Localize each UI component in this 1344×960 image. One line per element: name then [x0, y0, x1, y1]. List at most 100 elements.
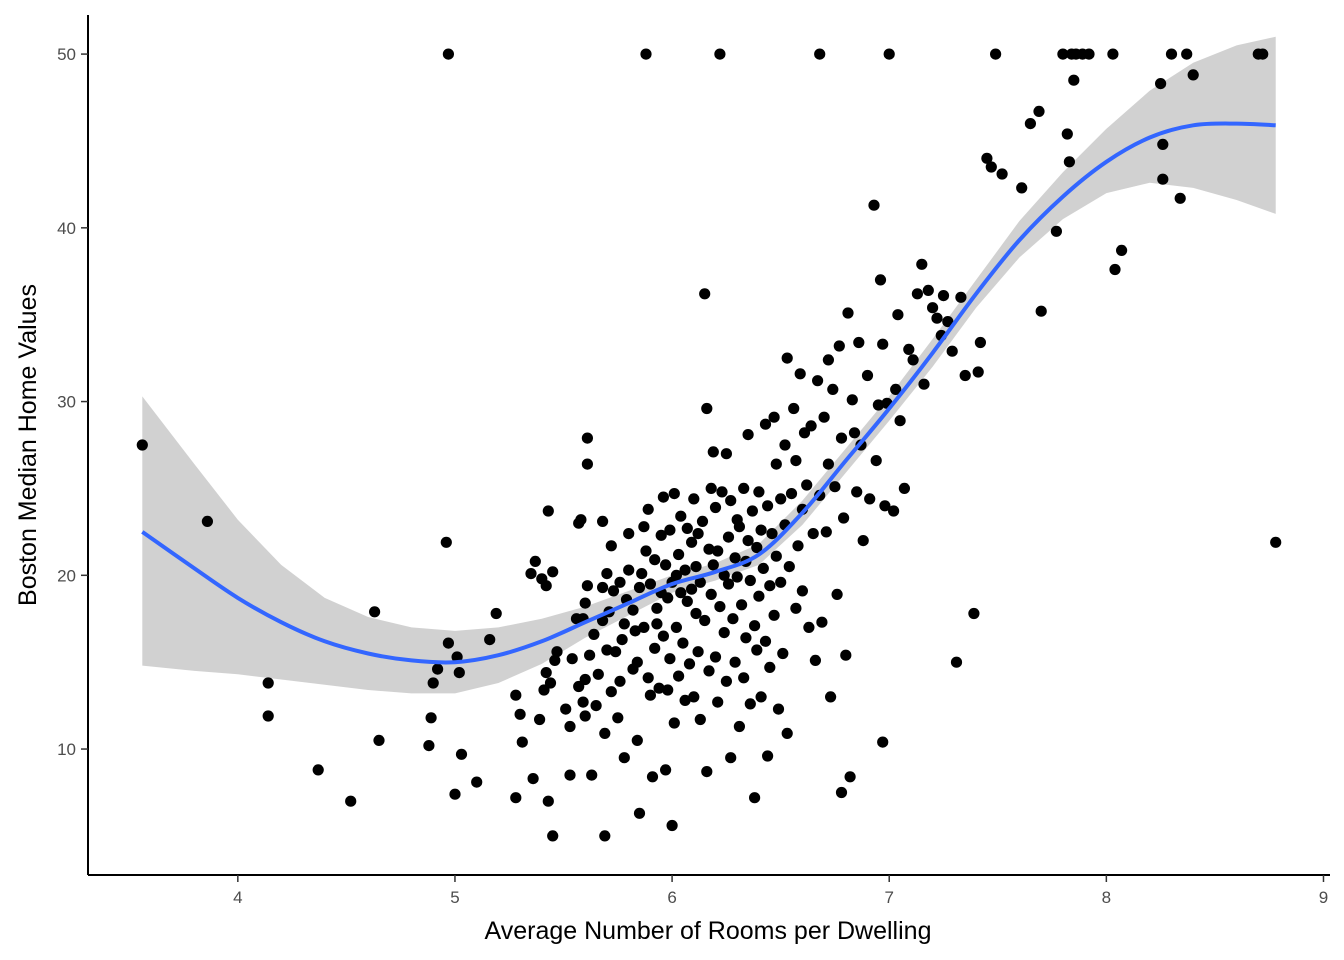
data-point-182: [744, 574, 756, 587]
data-point-167: [727, 613, 739, 625]
data-point-75: [614, 675, 626, 687]
confidence-ribbon-layer: [142, 36, 1276, 694]
data-point-294: [1050, 225, 1062, 237]
data-point-144: [701, 402, 713, 415]
data-point-70: [605, 540, 617, 552]
data-point-260: [879, 500, 891, 512]
data-point-308: [1157, 173, 1169, 185]
data-point-128: [681, 595, 693, 608]
data-point-244: [842, 307, 854, 319]
data-point-213: [785, 488, 798, 500]
data-point-275: [931, 312, 943, 324]
data-point-65: [599, 830, 611, 842]
data-point-123: [675, 587, 687, 599]
data-point-11: [432, 663, 444, 675]
data-point-195: [762, 750, 774, 762]
data-point-180: [742, 535, 754, 547]
data-point-7: [373, 734, 385, 747]
x-tick-label-5: 5: [450, 888, 459, 907]
data-point-115: [666, 819, 678, 832]
data-point-133: [688, 691, 700, 703]
data-point-284: [972, 366, 984, 378]
data-point-97: [644, 689, 657, 701]
data-point-118: [668, 488, 680, 500]
data-point-204: [772, 703, 785, 715]
data-point-35: [542, 795, 554, 807]
data-point-134: [688, 493, 700, 505]
data-point-295: [1057, 48, 1069, 60]
data-point-148: [705, 482, 717, 494]
data-point-51: [579, 673, 591, 686]
data-point-119: [670, 569, 683, 581]
data-point-0: [136, 439, 148, 451]
data-point-179: [742, 429, 754, 441]
data-point-57: [584, 649, 596, 661]
data-point-136: [690, 561, 702, 573]
data-point-94: [640, 545, 652, 557]
data-point-218: [794, 368, 806, 380]
data-point-113: [664, 524, 676, 536]
data-point-129: [681, 522, 693, 535]
data-point-196: [762, 500, 774, 512]
data-point-291: [1024, 118, 1036, 130]
data-point-93: [640, 48, 652, 60]
data-point-188: [753, 486, 765, 498]
data-point-257: [874, 274, 887, 286]
data-point-249: [853, 336, 865, 349]
data-point-6: [369, 606, 381, 618]
data-point-32: [540, 667, 552, 679]
data-point-62: [597, 515, 609, 528]
data-point-169: [729, 656, 741, 668]
data-point-23: [510, 689, 522, 701]
data-point-145: [701, 766, 713, 778]
data-point-240: [835, 786, 848, 799]
data-point-73: [610, 646, 622, 658]
data-point-99: [646, 771, 659, 783]
data-point-174: [736, 599, 748, 611]
data-point-34: [542, 505, 554, 517]
data-point-273: [922, 284, 934, 296]
data-point-19: [471, 776, 483, 788]
data-point-28: [529, 555, 541, 568]
data-point-50: [577, 696, 589, 708]
data-point-87: [631, 656, 643, 668]
data-point-126: [679, 694, 691, 707]
data-point-153: [709, 501, 722, 514]
data-point-81: [623, 564, 635, 576]
data-point-283: [968, 607, 980, 620]
data-point-125: [677, 637, 689, 649]
data-point-306: [1155, 78, 1167, 90]
data-point-271: [916, 258, 928, 270]
data-point-37: [547, 566, 559, 578]
data-point-89: [633, 807, 646, 819]
data-point-143: [699, 614, 711, 627]
data-point-44: [566, 653, 578, 665]
x-axis-title: Average Number of Rooms per Dwelling: [485, 917, 932, 945]
data-point-280: [950, 656, 963, 668]
data-point-186: [751, 541, 763, 554]
data-point-304: [1109, 263, 1121, 276]
data-point-163: [722, 531, 735, 543]
data-point-231: [818, 411, 830, 423]
data-point-2: [262, 677, 274, 689]
data-point-86: [631, 734, 643, 747]
data-point-15: [449, 788, 461, 800]
data-point-29: [534, 713, 546, 726]
x-tick-label-9: 9: [1319, 888, 1328, 907]
data-point-238: [831, 588, 843, 601]
data-point-237: [829, 481, 841, 493]
data-point-5: [345, 795, 357, 807]
data-point-104: [653, 682, 665, 694]
data-point-215: [790, 602, 802, 614]
data-point-191: [755, 524, 767, 536]
data-point-21: [490, 607, 502, 620]
data-point-239: [833, 340, 845, 352]
data-point-232: [820, 526, 832, 538]
data-point-312: [1187, 69, 1199, 81]
data-point-56: [581, 580, 594, 592]
data-point-222: [801, 479, 813, 491]
data-point-254: [868, 199, 880, 211]
data-point-131: [686, 583, 698, 595]
data-point-16: [451, 651, 463, 663]
